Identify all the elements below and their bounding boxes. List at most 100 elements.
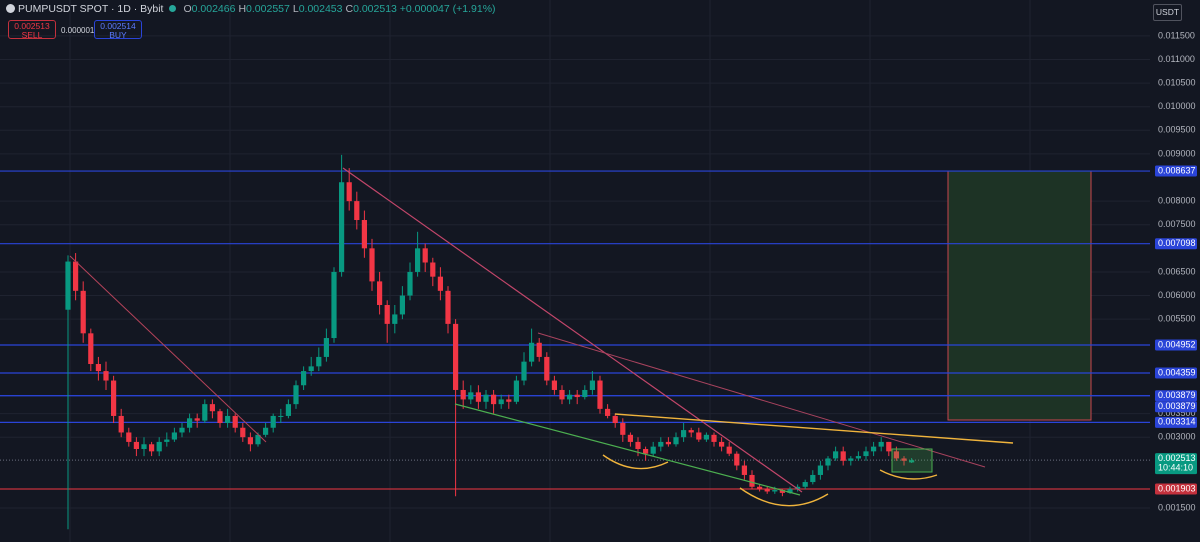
candle-body (901, 458, 907, 461)
candle-body (156, 441, 162, 452)
symbol-header: PUMPUSDT SPOT · 1D · Bybit O0.002466 H0.00… (6, 3, 496, 15)
trend-line[interactable] (537, 332, 986, 468)
candle-body (726, 446, 732, 454)
candle-body (855, 456, 861, 459)
candle-body (430, 262, 436, 277)
candle-body (209, 404, 215, 412)
candle-body (369, 248, 375, 282)
trend-line[interactable] (69, 255, 267, 443)
y-tick-label: 0.007500 (1158, 219, 1196, 229)
ohlc-key: C (345, 3, 354, 15)
candle-body (840, 451, 846, 461)
candle-body (620, 423, 626, 435)
ohlc-value: 0.002453 (298, 3, 343, 15)
arc[interactable] (739, 487, 829, 507)
y-tick-label: 0.006000 (1158, 290, 1196, 300)
symbol-icon (6, 4, 15, 13)
candle-body (80, 290, 86, 334)
ohlc-value: 0.002513 (353, 3, 397, 15)
candle-body (719, 441, 725, 447)
candle-body (521, 361, 527, 381)
candle-body (787, 489, 793, 493)
candle-body (612, 415, 618, 424)
currency-selector[interactable]: USDT (1153, 4, 1182, 21)
candle-body (863, 451, 869, 457)
y-tick-label: 0.009500 (1158, 125, 1196, 135)
candle-body (893, 451, 899, 459)
candle-body (445, 290, 451, 324)
candle-body (149, 444, 155, 452)
candle-body (711, 434, 717, 442)
candle-body (141, 444, 147, 449)
candle-body (384, 304, 390, 324)
candle-body (361, 220, 367, 249)
candle-body (741, 465, 747, 475)
candle-body (658, 441, 664, 447)
candle-body (772, 490, 778, 492)
candle-body (475, 392, 481, 402)
candle-body (491, 394, 497, 405)
candle-body (437, 276, 443, 291)
trend-line[interactable] (614, 413, 1014, 444)
level-label-box (1155, 238, 1197, 250)
candle-body (453, 323, 459, 390)
level-label: 0.001903 (1158, 483, 1196, 493)
candle-body (285, 404, 291, 416)
candle-body (392, 314, 398, 324)
candle-body (339, 182, 345, 272)
trend-line[interactable] (454, 403, 801, 496)
buy-price: 0.002514 (100, 21, 136, 31)
buy-button[interactable]: 0.002514 BUY (94, 20, 142, 40)
sell-button[interactable]: 0.002513 SELL (8, 20, 56, 40)
arc[interactable] (602, 454, 669, 470)
candle-body (696, 432, 702, 440)
candle-body (468, 392, 474, 400)
candle-body (133, 441, 139, 449)
axis-layer: 0.011500 0.011000 0.010500 0.010000 0.009500… (1155, 30, 1197, 512)
candle-body (551, 380, 557, 390)
candle-body (460, 389, 466, 400)
trend-line[interactable] (342, 167, 803, 493)
level-label-box (1155, 367, 1197, 379)
candle-body (293, 385, 299, 405)
level-label-box (1155, 165, 1197, 177)
position-zone[interactable] (947, 170, 1092, 421)
candle-body (810, 474, 816, 483)
candle-body (734, 453, 740, 466)
candle-body (688, 430, 694, 433)
level-label: 0.003879 (1158, 401, 1196, 411)
candle-body (529, 342, 535, 362)
candle-body (483, 394, 489, 402)
candle-body (779, 490, 785, 493)
candle-body (278, 415, 284, 417)
spread: 0.000001 (61, 26, 95, 35)
ohlc-value: 0.002557 (246, 3, 290, 15)
candle-body (909, 460, 915, 463)
arc[interactable] (879, 469, 938, 480)
candle-body (270, 415, 276, 428)
candle-body (399, 295, 405, 315)
candle-body (73, 261, 79, 291)
grid-layer (0, 35, 1150, 509)
symbol-title[interactable]: PUMPUSDT SPOT · 1D · Bybit (18, 3, 164, 15)
candle-body (764, 489, 770, 492)
candle-body (544, 356, 550, 381)
ohlc-key: O (183, 3, 192, 15)
candle-body (194, 418, 200, 421)
highlight-box[interactable] (891, 448, 933, 473)
countdown-label: 10:44:10 (1158, 463, 1193, 473)
y-tick-label: 0.003000 (1158, 432, 1196, 442)
candle-body (126, 432, 132, 442)
ohlc-value: 0.002466 (191, 3, 236, 15)
candle-body (643, 448, 649, 454)
candle-body (498, 399, 504, 405)
candle-body (103, 371, 109, 381)
y-tick-label: 0.006500 (1158, 266, 1196, 276)
current-price-box (1155, 453, 1197, 475)
y-tick-label: 0.003500 (1158, 408, 1196, 418)
candle-body (95, 364, 101, 372)
candle-body (817, 465, 823, 475)
y-tick-label: 0.010500 (1158, 77, 1196, 87)
candle-body (757, 486, 763, 490)
